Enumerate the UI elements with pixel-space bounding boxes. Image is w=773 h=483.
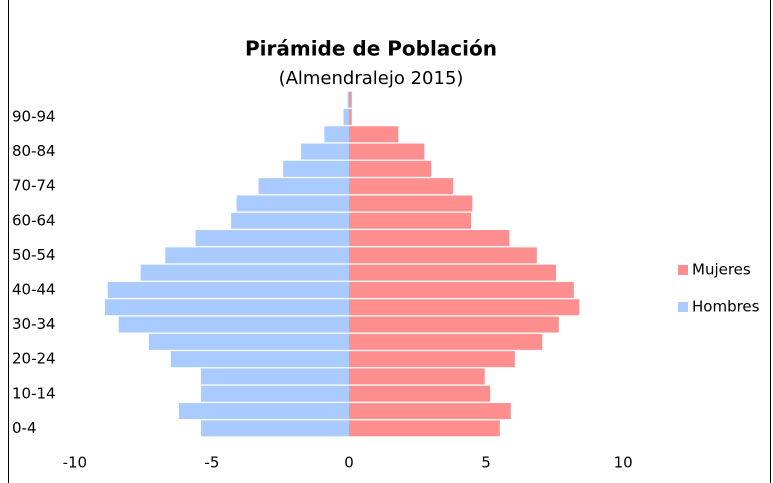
- x-tick-label: -10: [63, 454, 88, 472]
- y-tick-label: 70-74: [12, 177, 56, 195]
- bar: [283, 160, 349, 177]
- bar: [170, 351, 349, 368]
- bar: [301, 143, 349, 160]
- chart-subtitle: (Almendralejo 2015): [279, 68, 464, 89]
- bar: [200, 368, 349, 385]
- y-tick-label: 80-84: [12, 142, 56, 160]
- legend-swatch: [678, 302, 688, 312]
- bar: [349, 385, 491, 402]
- y-tick-label: 10-14: [12, 384, 56, 402]
- y-tick-label: 40-44: [12, 280, 56, 298]
- y-tick-label: 0-4: [12, 419, 37, 437]
- bar: [343, 108, 349, 125]
- x-tick-label: 5: [481, 454, 491, 472]
- legend-label: Mujeres: [692, 261, 751, 279]
- bar: [349, 403, 511, 420]
- bar: [349, 126, 399, 143]
- bar: [258, 178, 349, 195]
- bar: [349, 281, 574, 298]
- bar: [140, 264, 349, 281]
- bar: [349, 178, 454, 195]
- bar: [179, 403, 349, 420]
- bar: [349, 351, 515, 368]
- bar: [324, 126, 349, 143]
- bar: [349, 299, 580, 316]
- bar: [349, 264, 556, 281]
- x-tick-label: -5: [204, 454, 219, 472]
- y-tick-label: 90-94: [12, 107, 56, 125]
- y-tick-label: 60-64: [12, 211, 56, 229]
- bar: [349, 160, 432, 177]
- bar: [165, 247, 349, 264]
- bar: [349, 420, 500, 437]
- bar: [349, 108, 352, 125]
- bar: [349, 195, 473, 212]
- bar: [349, 333, 543, 350]
- bar: [148, 333, 349, 350]
- legend-label: Hombres: [692, 298, 760, 316]
- bar: [349, 212, 472, 229]
- bar: [107, 281, 349, 298]
- bar: [200, 385, 349, 402]
- bar: [231, 212, 349, 229]
- frame: [8, 0, 771, 483]
- bar: [349, 230, 510, 247]
- y-tick-label: 30-34: [12, 315, 56, 333]
- x-tick-label: 10: [614, 454, 633, 472]
- bar: [349, 247, 537, 264]
- legend-swatch: [678, 265, 688, 275]
- bar: [349, 143, 425, 160]
- bar: [104, 299, 349, 316]
- x-tick-label: 0: [344, 454, 354, 472]
- y-tick-label: 20-24: [12, 350, 56, 368]
- bar: [349, 368, 485, 385]
- y-tick-label: 50-54: [12, 246, 56, 264]
- bar: [347, 91, 349, 108]
- chart-title: Pirámide de Población: [245, 37, 497, 61]
- bar: [349, 91, 352, 108]
- bar: [349, 316, 559, 333]
- bar: [195, 230, 349, 247]
- bar: [236, 195, 349, 212]
- bar: [118, 316, 349, 333]
- bar: [200, 420, 349, 437]
